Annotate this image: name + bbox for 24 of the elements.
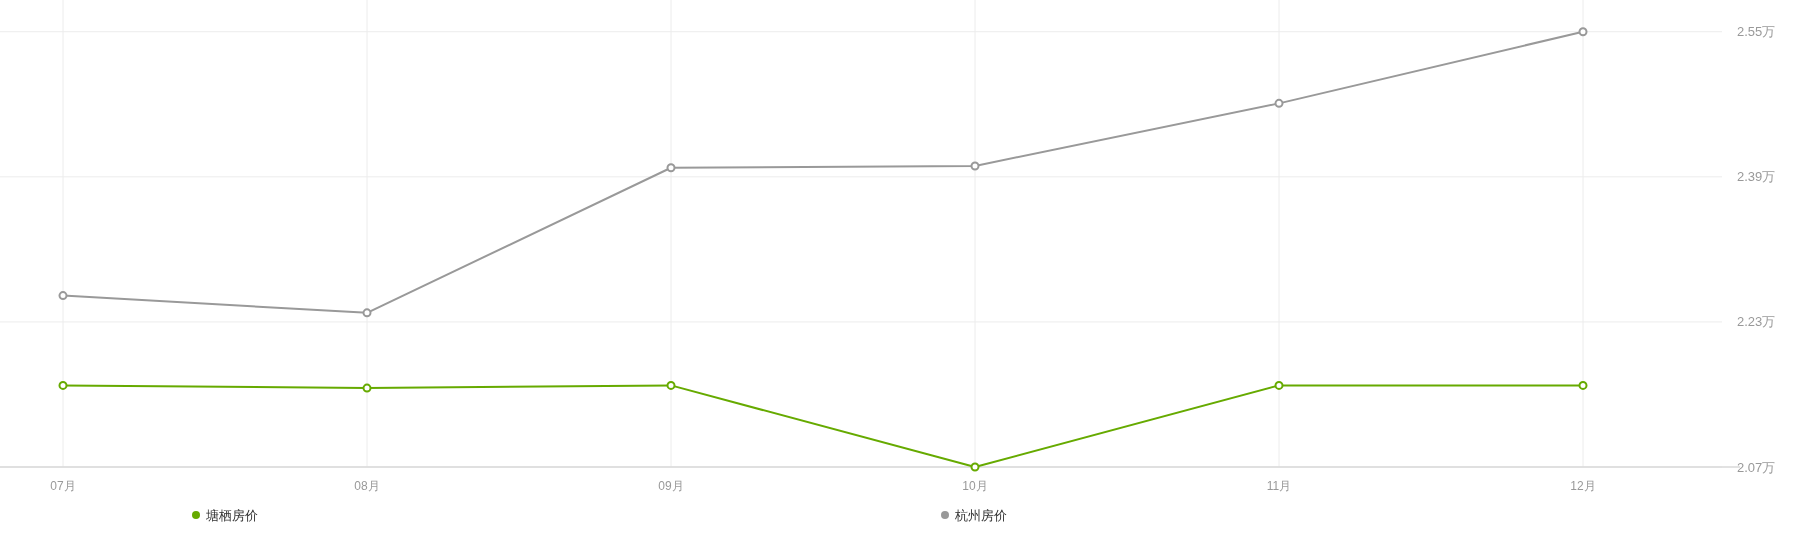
x-tick-label: 12月 [1570,479,1596,494]
point [666,380,676,390]
point [666,163,676,173]
point [58,380,68,390]
point [362,308,372,318]
point [1578,380,1588,390]
x-tick-label: 11月 [1266,479,1292,494]
point [1274,98,1284,108]
point [970,462,980,472]
point [1274,380,1284,390]
y-tick-label: 2.23万 [1737,314,1776,330]
x-tick-label: 07月 [50,479,76,494]
legend-label: 杭州房价 [954,507,1007,523]
point [362,383,372,393]
x-tick-label: 08月 [354,479,380,494]
point [1578,27,1588,37]
point [58,291,68,301]
y-tick-label: 2.07万 [1737,459,1776,475]
legend-label: 塘栖房价 [205,507,258,523]
y-tick-label: 2.55万 [1737,24,1776,40]
x-tick-label: 10月 [962,479,988,494]
x-tick-label: 09月 [658,479,684,494]
y-tick-label: 2.39万 [1737,169,1776,185]
point [970,161,980,171]
